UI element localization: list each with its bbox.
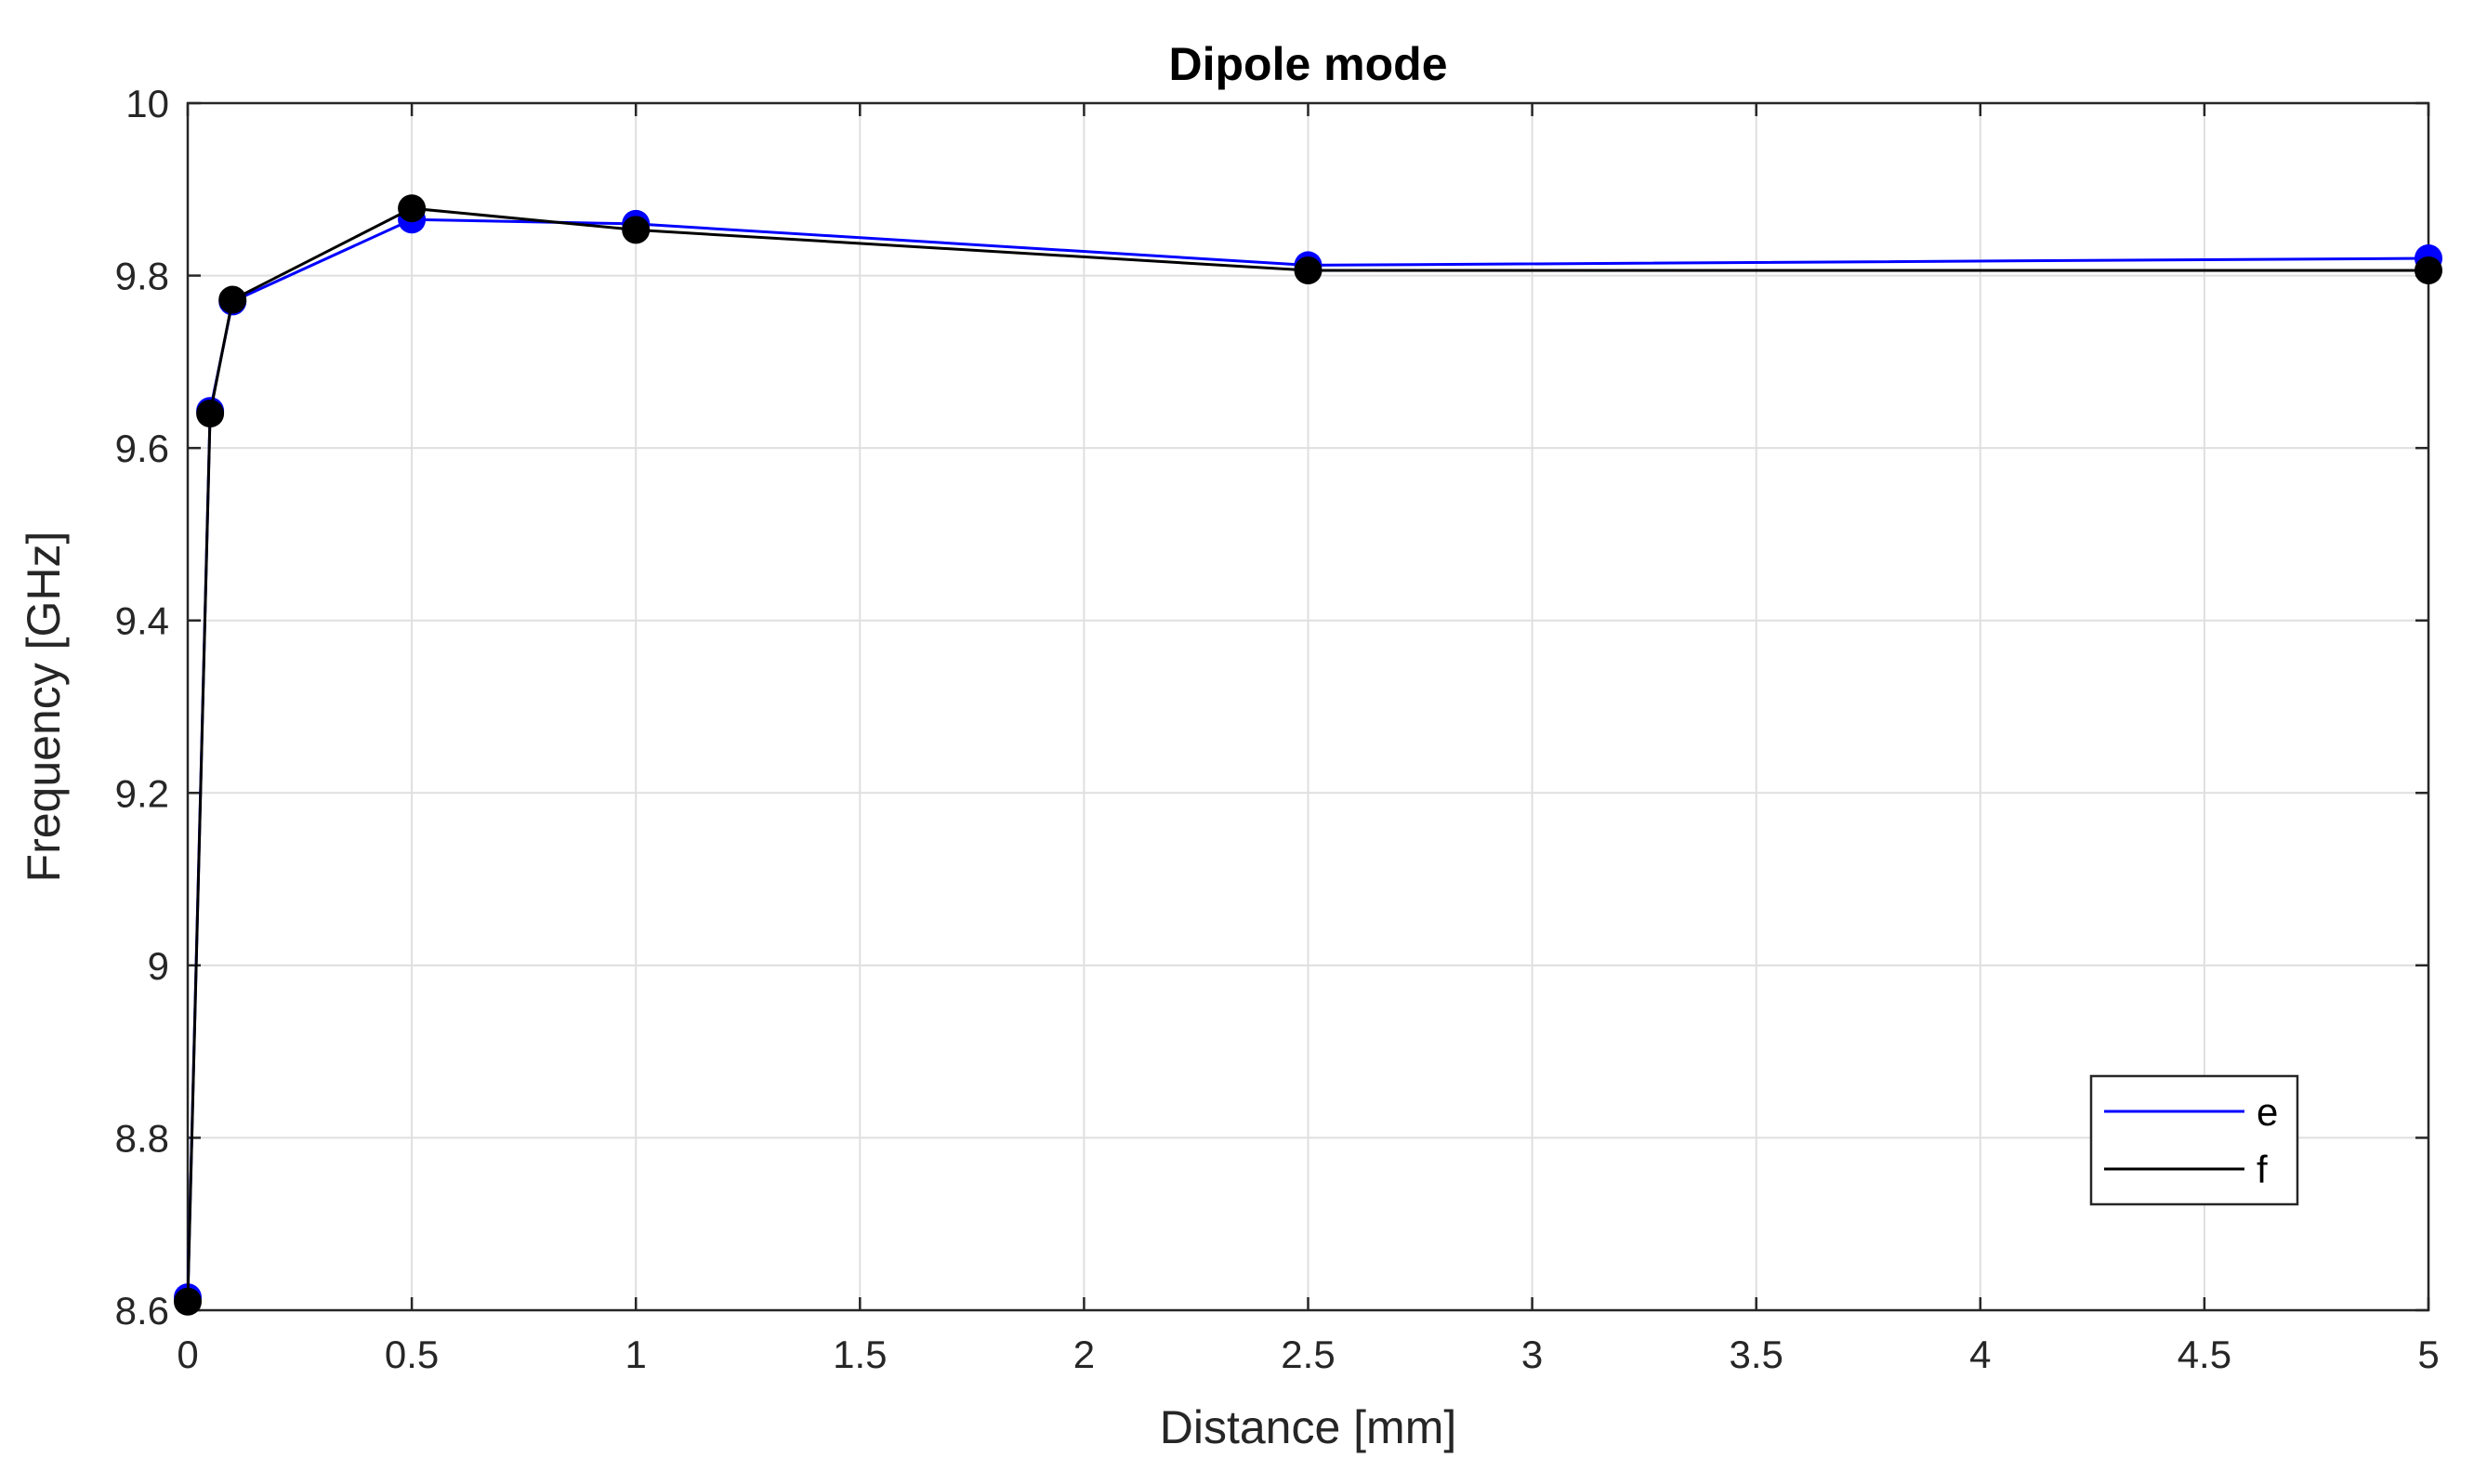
chart-title: Dipole mode bbox=[1168, 38, 1447, 90]
x-tick-label: 1.5 bbox=[833, 1333, 887, 1376]
y-tick-label: 9.8 bbox=[115, 255, 169, 298]
x-tick-label: 1 bbox=[625, 1333, 647, 1376]
y-tick-label: 9.2 bbox=[115, 771, 169, 815]
x-tick-label: 0.5 bbox=[385, 1333, 439, 1376]
x-tick-label: 4.5 bbox=[2178, 1333, 2231, 1376]
x-tick-label: 2.5 bbox=[1281, 1333, 1335, 1376]
y-tick-label: 8.6 bbox=[115, 1289, 169, 1333]
x-tick-label: 2 bbox=[1073, 1333, 1095, 1376]
x-tick-label: 0 bbox=[177, 1333, 198, 1376]
x-tick-label: 5 bbox=[2417, 1333, 2439, 1376]
y-tick-label: 9.6 bbox=[115, 427, 169, 470]
x-tick-label: 3.5 bbox=[1730, 1333, 1783, 1376]
data-point-f bbox=[218, 285, 247, 314]
x-tick-label: 3 bbox=[1521, 1333, 1543, 1376]
data-point-f bbox=[1294, 256, 1323, 285]
y-tick-label: 8.8 bbox=[115, 1116, 169, 1160]
y-axis-label: Frequency [GHz] bbox=[18, 532, 70, 883]
series-f bbox=[174, 194, 2442, 1316]
x-tick-label: 4 bbox=[1969, 1333, 1991, 1376]
data-point-f bbox=[2415, 256, 2442, 285]
legend-label-f: f bbox=[2257, 1148, 2268, 1191]
legend-label-e: e bbox=[2257, 1090, 2278, 1134]
x-axis-label: Distance [mm] bbox=[1160, 1401, 1457, 1453]
y-tick-label: 9 bbox=[148, 944, 169, 988]
y-tick-label: 9.4 bbox=[115, 599, 169, 643]
y-tick-label: 10 bbox=[125, 82, 169, 125]
data-point-f bbox=[622, 216, 651, 244]
legend: ef bbox=[2089, 1074, 2299, 1206]
data-point-f bbox=[196, 400, 225, 428]
legend-box bbox=[2089, 1074, 2299, 1206]
series-layer bbox=[174, 194, 2442, 1316]
data-point-f bbox=[174, 1287, 202, 1316]
data-point-f bbox=[398, 194, 427, 223]
ticks: 0 0.5 1 1.5 2 2.5 3 3.5 4 4.5 5 8.6 8.8 9 9.2 9.4 9.6 9.8… bbox=[115, 82, 2440, 1376]
